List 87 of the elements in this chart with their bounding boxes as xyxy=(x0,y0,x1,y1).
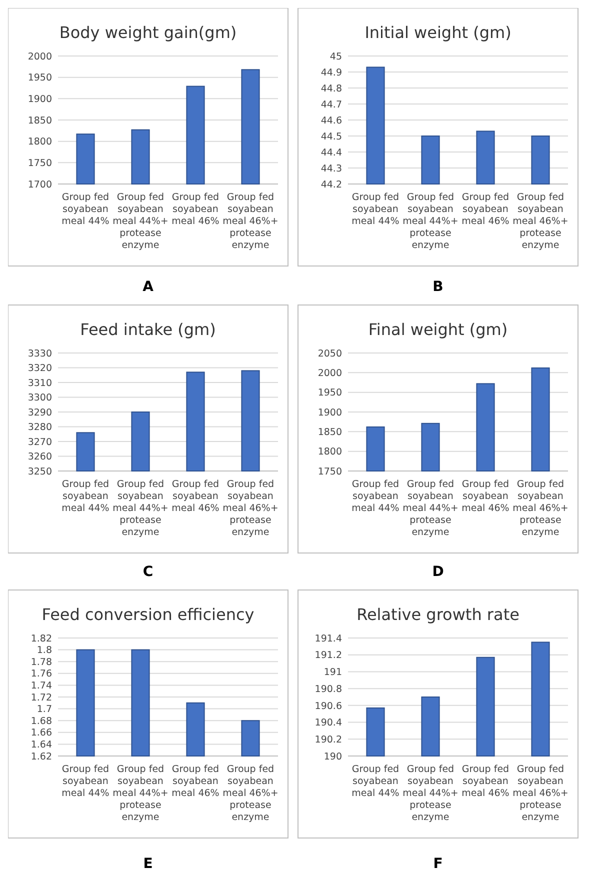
y-tick-label: 44.3 xyxy=(320,163,342,174)
x-tick-label: Group fed soyabean meal 46% xyxy=(462,192,510,227)
y-tick-label: 2000 xyxy=(318,368,342,379)
y-tick-label: 1.76 xyxy=(30,668,52,680)
y-tick-label: 190.6 xyxy=(314,700,342,712)
y-tick-label: 44.2 xyxy=(320,179,342,190)
y-tick-label: 3270 xyxy=(28,436,52,448)
x-tick-label: Group fed soyabean meal 46%+ protease enzyme xyxy=(512,764,568,823)
x-tick-label: Group fed soyabean meal 46%+ protease enzyme xyxy=(222,479,278,538)
x-tick-label: Group fed soyabean meal 46% xyxy=(172,192,220,227)
y-tick-label: 1850 xyxy=(28,115,52,126)
y-tick-label: 1.7 xyxy=(36,704,52,716)
y-tick-label: 1.82 xyxy=(30,633,52,644)
x-tick-label: Group fed soyabean meal 46%+ protease enzyme xyxy=(512,192,568,251)
y-tick-label: 45 xyxy=(330,51,342,62)
chart-title: Feed intake (gm) xyxy=(80,320,216,339)
y-tick-label: 3250 xyxy=(28,466,52,478)
text: A xyxy=(142,279,154,295)
x-tick-label: Group fed soyabean meal 46%+ protease enzyme xyxy=(512,479,568,538)
y-tick-label: 1950 xyxy=(28,72,52,84)
y-tick-label: 44.6 xyxy=(320,115,342,126)
y-tick-label: 190.4 xyxy=(314,718,342,729)
y-tick-label: 191.4 xyxy=(314,633,342,644)
y-tick-label: 1750 xyxy=(28,158,52,169)
y-tick-label: 1700 xyxy=(28,179,52,190)
x-tick-label: Group fed soyabean meal 44% xyxy=(352,192,400,227)
x-tick-label: Group fed soyabean meal 44% xyxy=(62,764,110,799)
chart-title: Feed conversion efficiency xyxy=(42,605,254,624)
y-tick-label: 1750 xyxy=(318,466,342,478)
chart-title: Relative growth rate xyxy=(356,605,520,624)
y-tick-label: 190 xyxy=(324,751,342,762)
x-tick-label: Group fed soyabean meal 46% xyxy=(462,479,510,514)
y-tick-label: 1.72 xyxy=(30,692,52,704)
y-tick-label: 2000 xyxy=(28,51,52,62)
x-tick-label: Group fed soyabean meal 44% xyxy=(352,479,400,514)
y-tick-label: 3290 xyxy=(28,407,52,418)
x-tick-label: Group fed soyabean meal 46% xyxy=(462,764,510,799)
x-tick-label: Group fed soyabean meal 44%+ protease enzyme xyxy=(112,479,168,538)
text: C xyxy=(142,564,154,580)
y-tick-label: 3320 xyxy=(28,363,52,374)
text: E xyxy=(143,856,153,872)
y-tick-label: 3280 xyxy=(28,422,52,434)
text: B xyxy=(432,279,444,295)
x-tick-label: Group fed soyabean meal 46%+ protease enzyme xyxy=(222,764,278,823)
y-tick-label: 1900 xyxy=(318,407,342,418)
y-tick-label: 3310 xyxy=(28,378,52,389)
y-tick-label: 44.7 xyxy=(320,99,342,110)
y-tick-label: 44.8 xyxy=(320,83,342,94)
y-tick-label: 191.2 xyxy=(314,650,342,662)
y-tick-label: 1.8 xyxy=(36,645,52,656)
y-tick-label: 44.5 xyxy=(320,131,342,142)
y-tick-label: 1.64 xyxy=(30,740,52,751)
y-tick-label: 1.62 xyxy=(30,751,52,762)
y-tick-label: 1850 xyxy=(318,426,342,438)
y-tick-label: 191 xyxy=(324,667,342,678)
y-tick-label: 2050 xyxy=(318,348,342,360)
y-tick-label: 1.68 xyxy=(30,716,52,727)
y-tick-label: 190.2 xyxy=(314,734,342,746)
y-tick-label: 1.78 xyxy=(30,656,52,668)
x-tick-label: Group fed soyabean meal 44%+ protease enzyme xyxy=(112,192,168,251)
x-tick-label: Group fed soyabean meal 44%+ protease enzyme xyxy=(402,479,458,538)
y-tick-label: 3300 xyxy=(28,392,52,404)
x-tick-label: Group fed soyabean meal 44% xyxy=(352,764,400,799)
x-tick-label: Group fed soyabean meal 44%+ protease enzyme xyxy=(402,764,458,823)
y-tick-label: 3260 xyxy=(28,452,52,463)
x-tick-label: Group fed soyabean meal 44% xyxy=(62,192,110,227)
x-tick-label: Group fed soyabean meal 44% xyxy=(62,479,110,514)
x-tick-label: Group fed soyabean meal 46% xyxy=(172,764,220,799)
chart-title: Final weight (gm) xyxy=(368,320,508,339)
y-tick-label: 1800 xyxy=(28,136,52,148)
x-tick-label: Group fed soyabean meal 46% xyxy=(172,479,220,514)
y-tick-label: 44.9 xyxy=(320,67,342,78)
y-tick-label: 1.66 xyxy=(30,728,52,739)
x-tick-label: Group fed soyabean meal 46%+ protease enzyme xyxy=(222,192,278,251)
y-tick-label: 1950 xyxy=(318,388,342,399)
y-tick-label: 1800 xyxy=(318,446,342,458)
y-tick-label: 1.74 xyxy=(30,680,52,692)
y-tick-label: 44.4 xyxy=(320,147,342,158)
x-tick-label: Group fed soyabean meal 44%+ protease enzyme xyxy=(402,192,458,251)
x-tick-label: Group fed soyabean meal 44%+ protease enzyme xyxy=(112,764,168,823)
text: F xyxy=(433,856,443,872)
y-tick-label: 3330 xyxy=(28,348,52,360)
chart-title: Body weight gain(gm) xyxy=(59,23,237,42)
chart-title: Initial weight (gm) xyxy=(364,23,512,42)
y-tick-label: 1900 xyxy=(28,94,52,105)
y-tick-label: 190.8 xyxy=(314,684,342,695)
text: D xyxy=(432,564,444,580)
